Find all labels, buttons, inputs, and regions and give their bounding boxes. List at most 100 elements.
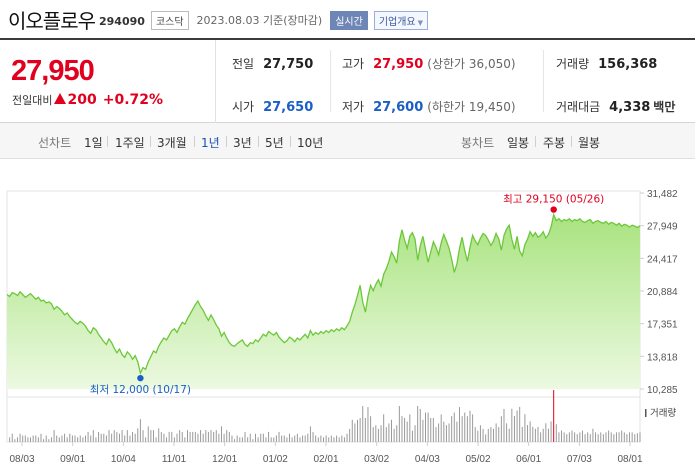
volume-bar: [231, 435, 233, 442]
change-value: 200: [67, 92, 97, 108]
volume-bar: [210, 430, 212, 442]
volume-bar: [330, 435, 332, 442]
as-of-date: 2023.08.03 기준(장마감): [196, 14, 323, 27]
volume-bar: [343, 437, 345, 442]
volume-bar: [69, 433, 71, 442]
company-info-label: 기업개요: [378, 16, 416, 28]
stat-high: 고가 27,950 (상한가 36,050): [342, 55, 516, 72]
volume-bar: [639, 432, 641, 442]
volume-bar: [500, 416, 502, 442]
volume-bar: [362, 406, 364, 442]
volume-bar: [417, 406, 419, 442]
volume-bar: [563, 432, 565, 442]
candle-monthly[interactable]: 월봉: [578, 136, 601, 150]
period-10y[interactable]: 10년: [297, 136, 324, 150]
volume-bar: [223, 433, 225, 442]
volume-bar: [490, 427, 492, 442]
volume-bar: [160, 431, 162, 442]
volume-bar: [92, 430, 94, 442]
volume-bar: [479, 425, 481, 442]
stat-value: 27,750: [263, 57, 314, 72]
volume-bar: [56, 435, 58, 442]
volume-bar: [555, 424, 557, 442]
volume-bar: [359, 418, 361, 442]
volume-bar: [286, 437, 288, 442]
volume-bar: [98, 431, 100, 442]
company-info-dropdown[interactable]: 기업개요 ▼: [373, 10, 429, 30]
volume-bar: [631, 432, 633, 442]
x-tick-label: 02/01: [313, 454, 338, 465]
volume-bar: [129, 435, 131, 442]
volume-bar: [550, 421, 552, 442]
stock-code: 294090: [99, 14, 145, 28]
stat-label: 시가: [232, 100, 255, 114]
volume-bar: [524, 414, 526, 442]
volume-bar: [540, 432, 542, 442]
change-percent: +0.72%: [102, 92, 164, 108]
period-5y[interactable]: 5년: [265, 136, 284, 150]
volume-bar: [584, 434, 586, 442]
volume-bar: [254, 433, 256, 442]
volume-bar: [95, 437, 97, 442]
period-1y[interactable]: 1년: [201, 136, 220, 150]
volume-bar: [16, 437, 18, 442]
period-1w[interactable]: 1주일: [115, 136, 145, 150]
volume-bar: [132, 431, 134, 442]
volume-bar: [600, 432, 602, 442]
volume-bar: [181, 431, 183, 442]
volume-bar: [579, 432, 581, 442]
y-tick-label: 27,949: [647, 222, 678, 233]
volume-bar: [244, 431, 246, 442]
column-divider: [330, 50, 331, 112]
volume-bar: [155, 437, 157, 442]
volume-bar: [592, 428, 594, 442]
volume-bar: [364, 418, 366, 442]
price-chart[interactable]: 31,482 27,949 24,417 20,884 17,351 13,818 10,2…: [0, 178, 695, 475]
volume-bar: [325, 435, 327, 442]
period-3m[interactable]: 3개월: [157, 136, 187, 150]
volume-bar: [372, 427, 374, 442]
volume-bar: [234, 439, 236, 442]
volume-bar: [66, 437, 68, 442]
candle-weekly[interactable]: 주봉: [543, 136, 566, 150]
period-3y[interactable]: 3년: [233, 136, 252, 150]
stat-value: 27,650: [263, 100, 314, 115]
volume-bar: [527, 425, 529, 442]
volume-bar: [511, 408, 513, 442]
min-price-marker: [137, 374, 144, 382]
volume-bar: [194, 431, 196, 442]
volume-bar: [605, 432, 607, 442]
change-label: 전일대비: [12, 94, 53, 107]
volume-bar: [618, 432, 620, 442]
volume-bar: [453, 412, 455, 442]
volume-bar: [247, 437, 249, 442]
volume-bar: [103, 433, 105, 442]
realtime-button[interactable]: 실시간: [330, 10, 368, 30]
divider: [107, 136, 108, 147]
volume-bar: [22, 435, 24, 442]
stat-value: 27,600: [373, 100, 424, 115]
volume-bar: [385, 427, 387, 442]
volume-bar: [268, 431, 270, 442]
x-tick-label: 03/02: [364, 454, 389, 465]
volume-bar: [71, 435, 73, 442]
stat-value: 156,368: [598, 57, 658, 72]
period-1d[interactable]: 1일: [84, 136, 103, 150]
volume-bar: [542, 428, 544, 442]
volume-bar: [333, 437, 335, 442]
stat-label: 거래대금: [556, 100, 601, 114]
volume-bar: [312, 431, 314, 442]
volume-bar: [45, 435, 47, 442]
volume-bar: [302, 435, 304, 442]
x-tick-label: 07/03: [567, 454, 592, 465]
x-tick-label: 08/03: [9, 454, 34, 465]
volume-bar: [296, 433, 298, 442]
volume-bar: [532, 426, 534, 442]
volume-bar: [275, 435, 277, 442]
stat-open: 시가 27,650: [232, 98, 313, 115]
volume-bar: [336, 435, 338, 442]
volume-bar: [288, 433, 290, 442]
line-chart-label: 선차트: [38, 136, 72, 150]
candle-daily[interactable]: 일봉: [507, 136, 530, 150]
current-price-box: 27,950 전일대비 200 +0.72%: [0, 40, 216, 123]
